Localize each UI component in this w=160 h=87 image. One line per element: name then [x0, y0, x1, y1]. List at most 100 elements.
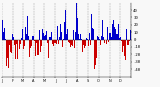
Bar [25, 27, 26, 40]
Bar [95, 40, 96, 65]
Bar [47, 40, 48, 43]
Bar [52, 40, 53, 41]
Bar [116, 34, 117, 40]
Bar [58, 40, 59, 44]
Bar [87, 39, 88, 40]
Bar [53, 40, 54, 46]
Bar [8, 40, 9, 48]
Bar [65, 10, 66, 40]
Bar [111, 34, 112, 40]
Bar [46, 31, 47, 40]
Bar [34, 40, 35, 41]
Bar [45, 35, 46, 40]
Bar [98, 37, 99, 40]
Bar [82, 40, 83, 52]
Bar [39, 30, 40, 40]
Bar [21, 38, 22, 40]
Bar [115, 29, 116, 40]
Bar [85, 40, 86, 46]
Bar [89, 33, 90, 40]
Bar [41, 40, 42, 46]
Bar [3, 32, 4, 40]
Bar [94, 40, 95, 69]
Bar [69, 40, 70, 44]
Bar [44, 36, 45, 40]
Bar [113, 20, 114, 40]
Bar [16, 40, 17, 44]
Bar [129, 40, 130, 41]
Bar [83, 40, 84, 49]
Bar [106, 40, 107, 44]
Bar [79, 39, 80, 40]
Bar [90, 40, 91, 45]
Bar [104, 40, 105, 43]
Bar [73, 23, 74, 40]
Bar [72, 40, 73, 46]
Bar [38, 40, 39, 55]
Bar [4, 28, 5, 40]
Bar [28, 36, 29, 40]
Bar [55, 40, 56, 43]
Bar [20, 40, 21, 44]
Bar [59, 37, 60, 40]
Bar [7, 40, 8, 67]
Bar [99, 39, 100, 40]
Bar [123, 40, 124, 46]
Bar [35, 40, 36, 56]
Bar [110, 33, 111, 40]
Bar [27, 16, 28, 40]
Bar [63, 39, 64, 40]
Bar [33, 36, 34, 40]
Bar [31, 40, 32, 46]
Bar [122, 40, 123, 52]
Bar [71, 40, 72, 45]
Bar [128, 40, 129, 41]
Bar [37, 40, 38, 55]
Bar [2, 32, 3, 40]
Bar [74, 40, 75, 48]
Bar [54, 40, 55, 43]
Bar [112, 20, 113, 40]
Bar [36, 40, 37, 43]
Bar [76, 3, 77, 40]
Bar [64, 22, 65, 40]
Bar [12, 34, 13, 40]
Bar [120, 37, 121, 40]
Bar [23, 40, 24, 49]
Bar [14, 40, 15, 45]
Bar [60, 24, 61, 40]
Bar [13, 37, 14, 40]
Bar [92, 28, 93, 40]
Bar [125, 40, 126, 60]
Bar [1, 34, 2, 40]
Bar [121, 40, 122, 41]
Bar [32, 36, 33, 40]
Bar [68, 40, 69, 55]
Bar [97, 36, 98, 40]
Bar [96, 40, 97, 58]
Bar [10, 40, 11, 52]
Bar [100, 40, 101, 45]
Bar [48, 40, 49, 58]
Bar [66, 34, 67, 40]
Bar [91, 14, 92, 40]
Bar [49, 37, 50, 40]
Bar [118, 24, 119, 40]
Bar [101, 36, 102, 40]
Bar [80, 34, 81, 40]
Bar [127, 35, 128, 40]
Bar [26, 33, 27, 40]
Bar [29, 40, 30, 57]
Bar [75, 32, 76, 40]
Bar [67, 32, 68, 40]
Bar [103, 37, 104, 40]
Bar [6, 40, 7, 66]
Bar [17, 40, 18, 59]
Bar [9, 40, 10, 45]
Bar [88, 40, 89, 46]
Bar [86, 38, 87, 40]
Bar [77, 18, 78, 40]
Bar [61, 32, 62, 40]
Bar [42, 29, 43, 40]
Bar [30, 40, 31, 48]
